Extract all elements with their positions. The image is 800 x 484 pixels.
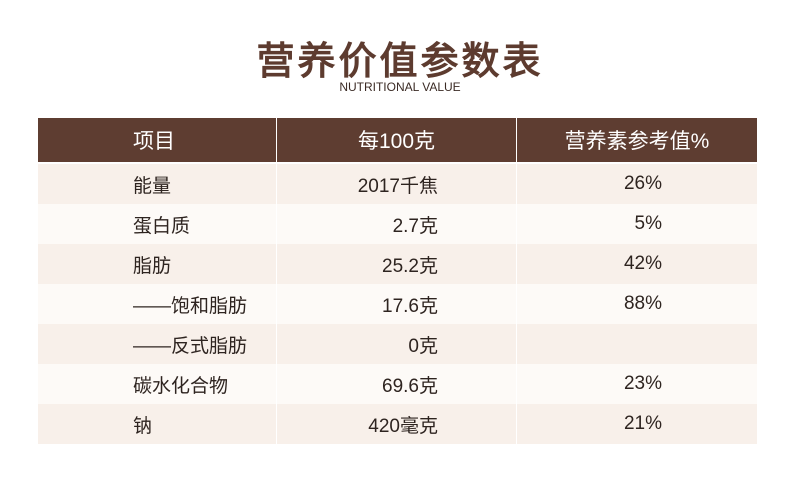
- table-row: 能量 2017千焦 26%: [38, 164, 757, 204]
- table-cell: ——反式脂肪: [38, 324, 277, 364]
- table-row: 碳水化合物 69.6克 23%: [38, 364, 757, 404]
- table-cell: 17.6克: [277, 284, 517, 324]
- header-row: 项目 每100克 营养素参考值%: [38, 118, 757, 162]
- table-cell: 能量: [38, 164, 277, 204]
- table-cell: 碳水化合物: [38, 364, 277, 404]
- table-cell: 2017千焦: [277, 164, 517, 204]
- table-row: 脂肪 25.2克 42%: [38, 244, 757, 284]
- title: 营养价值参数表: [256, 41, 544, 83]
- table-cell: 23%: [623, 373, 662, 394]
- table-cell: 21%: [623, 413, 662, 434]
- table-row: 蛋白质 2.7克 5%: [38, 204, 757, 244]
- table-cell: 420毫克: [277, 404, 517, 444]
- table-cell: 26%: [623, 173, 662, 194]
- table-cell: 69.6克: [277, 364, 517, 404]
- header-cell: 每100克: [277, 118, 517, 162]
- table-cell: 42%: [623, 253, 662, 274]
- table-row: ——饱和脂肪 17.6克 88%: [38, 284, 757, 324]
- table-cell: 5%: [634, 213, 662, 234]
- subtitle: NUTRITIONAL VALUE: [339, 80, 461, 94]
- table-cell: 2.7克: [277, 204, 517, 244]
- table-cell: ——饱和脂肪: [38, 284, 277, 324]
- table-cell: 钠: [38, 404, 277, 444]
- table-cell: 脂肪: [38, 244, 277, 284]
- header-cell: 营养素参考值%: [564, 130, 710, 153]
- nutrition-table: 项目 每100克 营养素参考值% 能量 2017千焦 26% 蛋白质 2.7克 5% 脂肪 25.2…: [38, 118, 757, 444]
- table-cell: 0克: [277, 324, 517, 364]
- table-cell: 蛋白质: [38, 204, 277, 244]
- table-cell: [517, 324, 757, 364]
- header-cell: 项目: [38, 118, 277, 162]
- table-row: 钠 420毫克 21%: [38, 404, 757, 444]
- table-cell: 88%: [623, 293, 662, 314]
- table-row: ——反式脂肪 0克: [38, 324, 757, 364]
- table-cell: 25.2克: [277, 244, 517, 284]
